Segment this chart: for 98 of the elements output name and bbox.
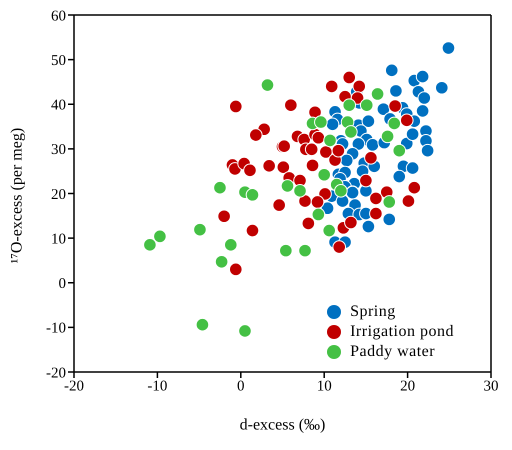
x-tick-label: 10 <box>316 378 332 395</box>
point <box>388 99 402 113</box>
point <box>406 161 420 175</box>
point <box>359 174 373 188</box>
point <box>380 130 394 144</box>
legend-label: Spring <box>350 303 396 321</box>
y-tick-label: 10 <box>51 231 66 248</box>
x-tick-label: -20 <box>64 378 84 395</box>
point <box>369 206 383 220</box>
point <box>402 194 416 208</box>
point <box>416 104 430 118</box>
point <box>324 80 339 94</box>
point <box>312 130 326 145</box>
point <box>262 159 276 173</box>
point <box>416 70 430 84</box>
point <box>392 144 406 158</box>
point <box>243 163 257 178</box>
x-tick-label: 20 <box>400 378 416 395</box>
point <box>260 78 274 92</box>
point <box>376 102 390 116</box>
point <box>153 230 167 244</box>
point <box>369 192 383 206</box>
point <box>238 324 252 338</box>
y-tick-label: -10 <box>46 320 66 337</box>
point <box>284 98 298 112</box>
legend-label: Irrigation pond <box>350 323 454 341</box>
point <box>246 188 260 202</box>
x-axis-title: d-excess (‰) <box>240 416 326 434</box>
point <box>213 180 227 194</box>
point <box>384 64 399 78</box>
point <box>360 98 374 112</box>
y-tick-label: 0 <box>58 276 66 292</box>
point <box>387 116 402 130</box>
point <box>228 100 243 114</box>
point <box>249 128 263 142</box>
point <box>279 244 293 258</box>
point <box>196 318 210 332</box>
y-tick-label: 60 <box>51 8 66 24</box>
point <box>304 142 318 156</box>
point <box>362 114 376 128</box>
point <box>332 144 346 158</box>
point <box>420 144 434 158</box>
point <box>214 254 228 269</box>
y-tick-label: 40 <box>51 98 66 114</box>
point <box>280 179 294 193</box>
point <box>342 70 356 84</box>
point <box>318 187 332 201</box>
point <box>319 145 333 159</box>
point <box>217 209 231 224</box>
x-tick-label: 0 <box>237 378 245 395</box>
legend-label: Paddy water <box>350 343 436 361</box>
x-tick-label: -10 <box>147 378 168 395</box>
point <box>323 134 337 148</box>
y-tick-label: 50 <box>51 52 66 69</box>
point <box>406 127 420 141</box>
point <box>442 41 456 55</box>
point <box>193 222 207 236</box>
point <box>344 125 358 139</box>
point <box>272 198 286 212</box>
point <box>298 244 312 258</box>
point <box>382 195 396 209</box>
point <box>332 240 346 254</box>
point <box>224 238 238 252</box>
point <box>317 168 331 182</box>
point <box>322 224 336 238</box>
point <box>344 216 358 230</box>
x-tick-label: 30 <box>484 378 498 395</box>
point <box>314 115 328 129</box>
point <box>302 216 316 230</box>
point <box>342 98 356 112</box>
point <box>389 84 403 98</box>
point <box>392 170 406 184</box>
point <box>326 118 340 132</box>
point <box>276 160 290 174</box>
point <box>382 212 396 226</box>
y-axis-title: ¹⁷O-excess (per meg) <box>8 128 26 264</box>
point <box>352 80 366 94</box>
point <box>312 208 326 222</box>
point <box>434 80 449 95</box>
point <box>407 180 422 194</box>
point <box>298 194 312 208</box>
point <box>370 87 384 101</box>
point <box>400 114 414 128</box>
point <box>352 137 366 151</box>
y-tick-label: 20 <box>51 186 66 203</box>
point <box>228 262 243 276</box>
point <box>417 91 432 105</box>
point <box>293 184 307 198</box>
point <box>334 184 348 198</box>
point <box>362 220 376 234</box>
point <box>364 151 378 165</box>
point <box>306 158 320 172</box>
point <box>366 138 380 152</box>
point <box>143 238 157 252</box>
y-tick-label: -20 <box>46 365 66 382</box>
point <box>310 195 324 209</box>
point <box>246 224 260 238</box>
y-tick-label: 30 <box>51 142 66 158</box>
